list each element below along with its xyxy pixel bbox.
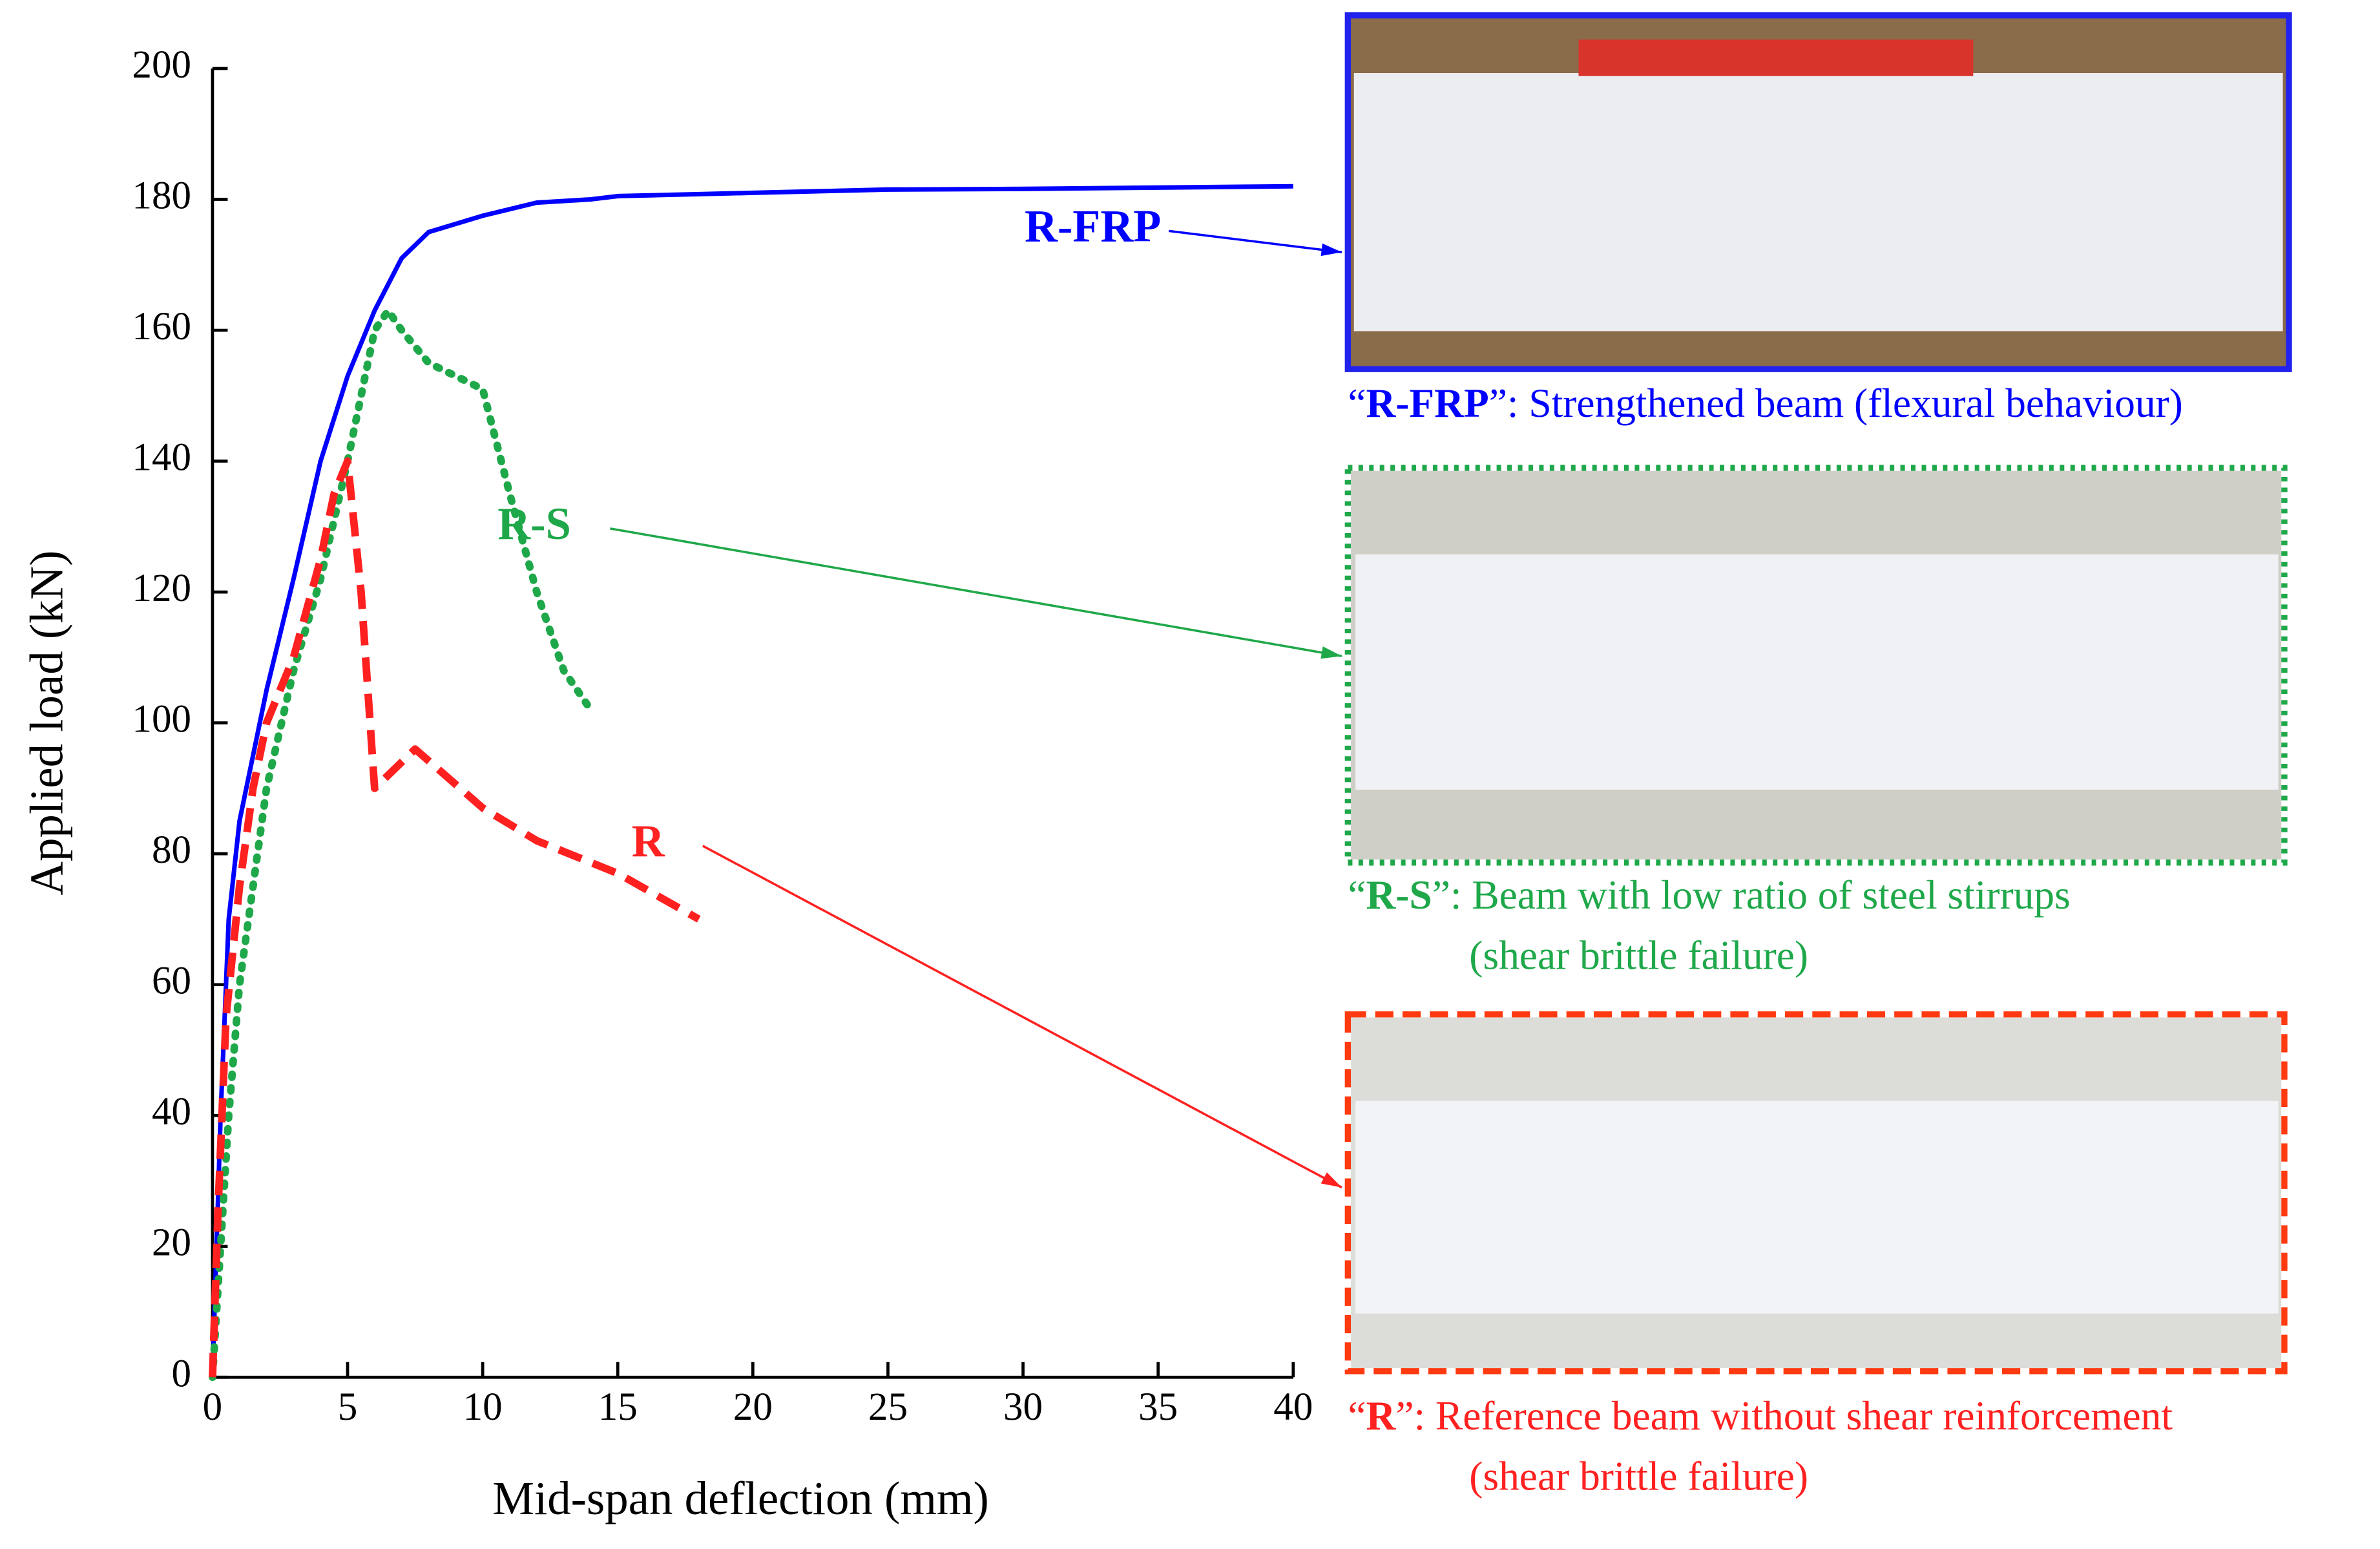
pointer-arrowhead [1320,646,1342,659]
panel-caption-line2: (shear brittle failure) [1469,933,1808,978]
y-tick-label: 120 [132,567,191,610]
y-tick-label: 160 [132,305,191,348]
series-line [209,457,701,1378]
caption-text: ”: Strengthened beam (flexural behaviour… [1489,379,2183,425]
y-tick-label: 140 [132,436,191,479]
pointer-arrowhead [1320,1172,1342,1188]
panel-caption: “R”: Reference beam without shear reinfo… [1348,1393,2173,1438]
y-axis-label: Applied load (kN) [21,551,73,896]
x-tick-label: 0 [203,1386,223,1429]
y-tick-label: 180 [132,174,191,218]
caption-name: R [1366,1393,1397,1438]
caption-quote: “ [1348,872,1366,918]
pointer-arrowhead [1320,243,1342,257]
caption-quote: “ [1348,379,1366,425]
y-tick-label: 80 [152,828,191,872]
x-tick-label: 30 [1003,1386,1043,1429]
pointer-arrow [702,845,1342,1189]
y-tick-label: 100 [132,698,191,741]
caption-quote: “ [1348,1393,1366,1438]
y-tick-label: 20 [152,1221,191,1265]
photo-frp [1344,12,2292,372]
panel-caption: “R-FRP”: Strengthened beam (flexural beh… [1348,379,2183,425]
caption-name: R-FRP [1366,379,1489,425]
caption-text: ”: Beam with low ratio of steel stirrups [1432,872,2071,918]
x-tick-label: 35 [1138,1386,1178,1429]
photo-rs [1344,465,2288,866]
panel-caption: “R-S”: Beam with low ratio of steel stir… [1348,872,2070,918]
y-tick-label: 60 [152,960,191,1003]
pointer-arrow [1168,229,1342,254]
series-label: R-S [497,499,571,549]
x-tick-label: 40 [1273,1386,1313,1429]
x-tick-label: 15 [598,1386,638,1429]
series-line [210,184,1293,1378]
series-line [209,306,595,1382]
x-tick-label: 20 [733,1386,773,1429]
panel-caption-line2: (shear brittle failure) [1469,1453,1808,1499]
series-label: R-FRP [1025,202,1161,252]
x-axis-label: Mid-span deflection (mm) [492,1472,989,1524]
caption-text: ”: Reference beam without shear reinforc… [1395,1393,2173,1438]
y-tick-label: 40 [152,1090,191,1133]
series-label: R [632,816,665,867]
photo-r [1344,1011,2288,1375]
x-tick-label: 5 [338,1386,358,1429]
y-tick-label: 200 [132,43,191,87]
pointer-arrow [610,527,1342,657]
x-tick-label: 25 [868,1386,908,1429]
y-tick-label: 0 [171,1352,191,1395]
x-tick-label: 10 [463,1386,503,1429]
caption-name: R-S [1366,872,1432,918]
